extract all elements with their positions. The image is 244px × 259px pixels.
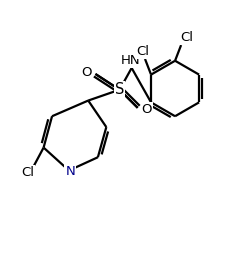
Text: O: O — [81, 66, 92, 78]
Text: S: S — [115, 82, 124, 97]
Text: Cl: Cl — [180, 31, 193, 44]
Text: N: N — [65, 165, 75, 178]
Text: HN: HN — [121, 54, 140, 67]
Text: Cl: Cl — [21, 167, 34, 179]
Text: Cl: Cl — [136, 45, 149, 58]
Text: O: O — [142, 103, 152, 116]
